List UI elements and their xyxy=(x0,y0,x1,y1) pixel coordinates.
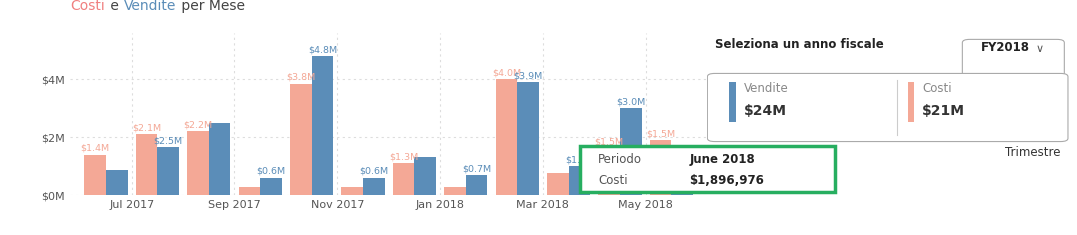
Bar xyxy=(311,56,333,195)
Text: $4.0M: $4.0M xyxy=(492,68,521,78)
Text: Seleziona un anno fiscale: Seleziona un anno fiscale xyxy=(715,38,883,51)
Bar xyxy=(84,155,106,195)
Bar xyxy=(415,157,436,195)
Bar xyxy=(517,82,538,195)
Bar xyxy=(341,187,363,195)
Text: June 2018: June 2018 xyxy=(689,153,755,166)
Text: $0.6M: $0.6M xyxy=(256,167,285,176)
Text: e: e xyxy=(107,0,124,13)
Text: $0.6M: $0.6M xyxy=(360,167,389,176)
Text: $2.2M: $2.2M xyxy=(183,121,212,130)
Bar xyxy=(729,82,736,122)
Text: $3.8M: $3.8M xyxy=(286,73,316,82)
FancyBboxPatch shape xyxy=(963,39,1064,82)
Text: Trimestre: Trimestre xyxy=(1005,146,1061,159)
Bar xyxy=(465,175,488,195)
Text: $0.7M: $0.7M xyxy=(462,164,491,173)
Text: ∨: ∨ xyxy=(1035,44,1044,54)
Bar xyxy=(649,140,671,195)
Text: $1.5M: $1.5M xyxy=(646,129,675,138)
Bar xyxy=(495,79,517,195)
Bar xyxy=(363,178,384,195)
Bar xyxy=(569,166,590,195)
Bar xyxy=(620,108,642,195)
Bar xyxy=(187,131,209,195)
Text: $1.3M: $1.3M xyxy=(389,153,418,161)
Text: $1,896,976: $1,896,976 xyxy=(689,174,764,187)
Text: Periodo: Periodo xyxy=(598,153,642,166)
Text: $24M: $24M xyxy=(744,104,787,118)
Text: per Mese: per Mese xyxy=(177,0,246,13)
Bar xyxy=(261,178,282,195)
Text: Costi: Costi xyxy=(598,174,628,187)
Text: $2.5M: $2.5M xyxy=(154,137,183,145)
Text: $4.8M: $4.8M xyxy=(308,45,337,54)
Text: $21M: $21M xyxy=(922,104,965,118)
Bar xyxy=(547,173,569,195)
Bar xyxy=(290,84,311,195)
Bar xyxy=(671,152,693,195)
Bar xyxy=(599,149,620,195)
Text: $3.9M: $3.9M xyxy=(514,71,543,80)
Bar xyxy=(157,147,179,195)
Text: Vendite: Vendite xyxy=(744,82,788,94)
Bar xyxy=(106,170,127,195)
Text: FY2018: FY2018 xyxy=(980,41,1030,54)
Bar xyxy=(908,82,914,122)
FancyBboxPatch shape xyxy=(708,73,1068,141)
Bar xyxy=(444,187,465,195)
Bar xyxy=(136,134,157,195)
Text: $1.5M: $1.5M xyxy=(595,138,624,147)
Bar xyxy=(209,123,230,195)
Text: Costi: Costi xyxy=(70,0,104,13)
Text: $3.0M: $3.0M xyxy=(616,98,645,106)
Text: Vendite: Vendite xyxy=(124,0,177,13)
Bar xyxy=(393,163,415,195)
FancyBboxPatch shape xyxy=(579,146,835,192)
Text: Costi: Costi xyxy=(922,82,952,94)
Bar xyxy=(239,187,261,195)
Text: $2.1M: $2.1M xyxy=(132,124,162,133)
Text: $1.5M: $1.5M xyxy=(564,155,593,164)
Text: $1.4M: $1.4M xyxy=(81,144,110,153)
